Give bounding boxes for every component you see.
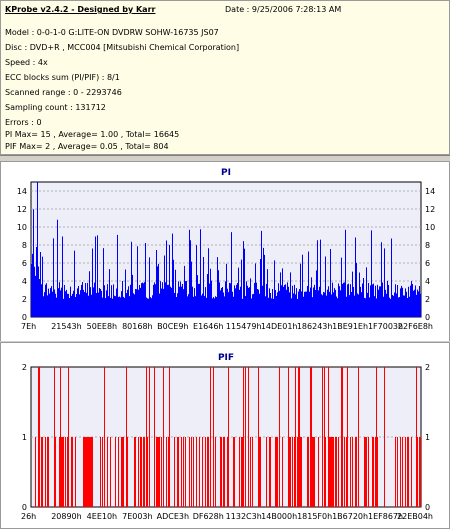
pif-chart-panel: PIF 0 0 1 1 2 2 26h 20890h 4EE10h 7E003h ADCE3h DF62… <box>0 342 450 529</box>
x-tick-label: 1EF867h <box>368 512 403 521</box>
pi-stats-line: PI Max= 15 , Average= 1.00 , Total= 1664… <box>5 130 180 139</box>
y-tick-right: 1 <box>425 433 430 442</box>
x-tick-label: B0CE9h <box>157 322 188 331</box>
y-tick-right: 12 <box>425 205 435 214</box>
y-tick-left: 12 <box>17 205 27 214</box>
x-tick-label: 50EE8h <box>87 322 117 331</box>
x-tick-label: 7E003h <box>122 512 152 521</box>
y-tick-right: 10 <box>425 223 435 232</box>
y-tick-left: 2 <box>22 363 27 372</box>
x-tick-label: 22F6E8h <box>398 322 433 331</box>
y-tick-right: 4 <box>425 277 430 286</box>
x-tick-label: 20890h <box>51 512 82 521</box>
x-tick-label: 1132C3h <box>226 512 262 521</box>
errors-line: Errors : 0 <box>5 118 42 127</box>
separator <box>0 155 450 161</box>
info-panel: KProbe v2.4.2 - Designed by Karr Date : … <box>0 0 450 155</box>
x-tick-label: E1646h <box>193 322 223 331</box>
y-tick-left: 2 <box>22 295 27 304</box>
sampling-line: Sampling count : 131712 <box>5 103 106 112</box>
x-tick-label: 186243h <box>297 322 333 331</box>
x-tick-label: 1F7003h <box>368 322 403 331</box>
pi-chart-panel: PI 0 0 2 2 4 4 6 6 8 8 10 10 12 12 14 14 7Eh 21543h 50EE8h 8… <box>0 161 450 343</box>
x-tick-label: 22EB04h <box>397 512 433 521</box>
y-tick-right: 0 <box>425 503 430 512</box>
x-tick-label: 1B6720h <box>332 512 368 521</box>
y-tick-left: 1 <box>22 433 27 442</box>
x-tick-label: DF628h <box>193 512 224 521</box>
pi-chart: PI 0 0 2 2 4 4 6 6 8 8 10 10 12 12 14 14 7Eh 21543h 50EE8h 8… <box>17 168 435 331</box>
range-line: Scanned range : 0 - 2293746 <box>5 88 122 97</box>
y-tick-right: 2 <box>425 363 430 372</box>
x-tick-label: 14DE01h <box>261 322 298 331</box>
y-tick-right: 2 <box>425 295 430 304</box>
y-tick-left: 6 <box>22 259 27 268</box>
app-title: KProbe v2.4.2 - Designed by Karr <box>5 5 156 14</box>
x-tick-label: 26h <box>21 512 36 521</box>
chart-title: PI <box>221 168 231 178</box>
model-line: Model : 0-0-1-0 G:LITE-ON DVDRW SOHW-167… <box>5 28 219 37</box>
pif-stats-line: PIF Max= 2 , Average= 0.05 , Total= 804 <box>5 142 169 151</box>
x-tick-label: 80168h <box>122 322 153 331</box>
x-tick-label: ADCE3h <box>157 512 189 521</box>
y-tick-left: 8 <box>22 241 27 250</box>
y-tick-right: 8 <box>425 241 430 250</box>
ecc-line: ECC blocks sum (PI/PIF) : 8/1 <box>5 73 120 82</box>
pif-chart: PIF 0 0 1 1 2 2 26h 20890h 4EE10h 7E003h ADCE3h DF62… <box>21 353 433 521</box>
y-tick-left: 4 <box>22 277 27 286</box>
y-tick-left: 0 <box>22 503 27 512</box>
speed-line: Speed : 4x <box>5 58 48 67</box>
x-tick-label: 21543h <box>51 322 82 331</box>
disc-line: Disc : DVD+R , MCC004 [Mitsubishi Chemic… <box>5 43 240 52</box>
y-tick-left: 0 <box>22 313 27 322</box>
y-tick-right: 6 <box>425 259 430 268</box>
y-tick-right: 0 <box>425 313 430 322</box>
y-tick-left: 14 <box>17 187 27 196</box>
x-tick-label: 1BE91Eh <box>332 322 368 331</box>
y-tick-right: 14 <box>425 187 435 196</box>
x-tick-label: 1815F0h <box>297 512 332 521</box>
chart-title: PIF <box>218 353 234 363</box>
x-tick-label: 4EE10h <box>87 512 117 521</box>
x-tick-label: 7Eh <box>21 322 36 331</box>
x-tick-label: 115479h <box>226 322 262 331</box>
scan-date: Date : 9/25/2006 7:28:13 AM <box>225 5 342 14</box>
x-tick-label: 14B000h <box>261 512 297 521</box>
y-tick-left: 10 <box>17 223 27 232</box>
